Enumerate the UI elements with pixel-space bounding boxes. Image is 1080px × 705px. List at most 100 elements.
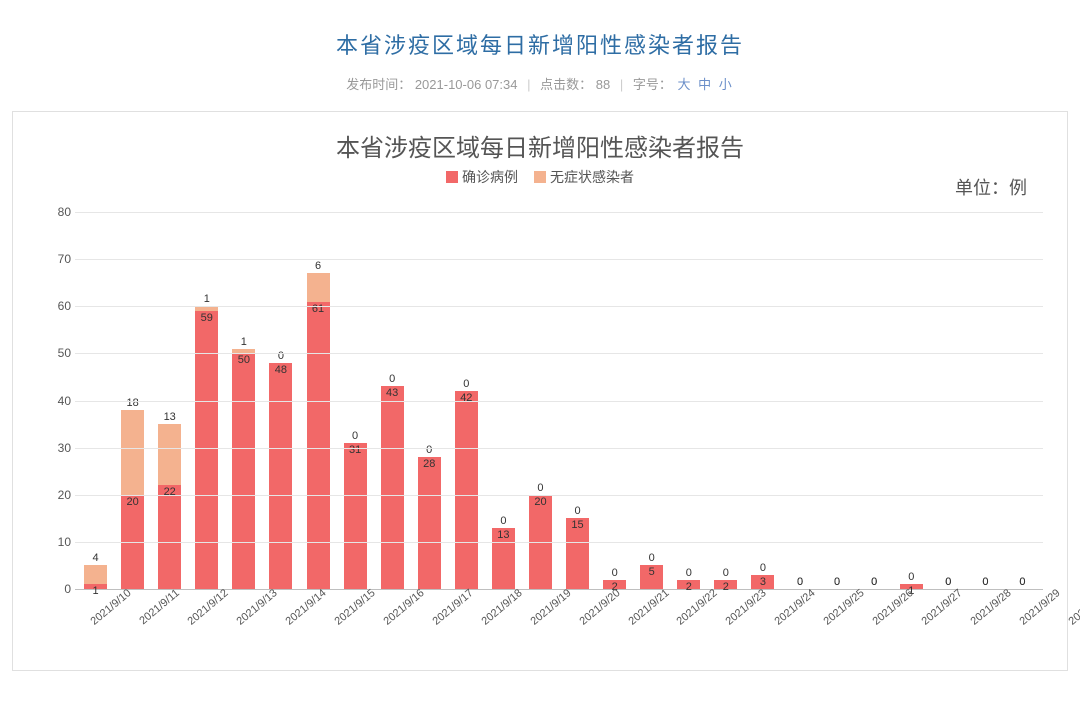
bar-segment-confirmed: 3 xyxy=(751,575,774,589)
page-title: 本省涉疫区域每日新增阳性感染者报告 xyxy=(0,0,1080,74)
bar-value-asympt: 0 xyxy=(789,577,812,588)
bar-value-asympt: 0 xyxy=(640,553,663,564)
bar-segment-confirmed: 5 xyxy=(640,565,663,589)
bar-value-asympt: 0 xyxy=(344,431,367,442)
bar-value-confirmed: 20 xyxy=(529,497,552,508)
bar-value-confirmed: 43 xyxy=(381,388,404,399)
bar-value-confirmed: 50 xyxy=(232,355,255,366)
legend-label: 确诊病例 xyxy=(462,167,518,187)
bar-value-asympt: 0 xyxy=(381,374,404,385)
bar-value-confirmed: 5 xyxy=(640,567,663,578)
fontsize-medium-link[interactable]: 中 xyxy=(698,77,711,92)
fontsize-small-link[interactable]: 小 xyxy=(719,77,732,92)
bar-value-asympt: 0 xyxy=(714,568,737,579)
gridline xyxy=(75,259,1043,260)
x-axis-labels: 2021/9/102021/9/112021/9/122021/9/132021… xyxy=(75,594,1043,664)
bar-value-asympt: 0 xyxy=(826,577,849,588)
meta-separator: | xyxy=(620,77,623,92)
bar-value-asympt: 1 xyxy=(232,337,255,348)
bar-segment-asympt: 18 xyxy=(121,410,144,495)
bar-value-asympt: 0 xyxy=(974,577,997,588)
bar-segment-confirmed: 28 xyxy=(418,457,441,589)
plot-area: 1420182213591501480616310430280420130200… xyxy=(75,212,1043,590)
y-tick-label: 30 xyxy=(41,441,71,455)
chart-unit: 单位：例 xyxy=(955,174,1027,200)
y-tick-label: 10 xyxy=(41,535,71,549)
bar-value-confirmed: 15 xyxy=(566,520,589,531)
bar-value-asympt: 0 xyxy=(529,483,552,494)
gridline xyxy=(75,401,1043,402)
bar-value-asympt: 0 xyxy=(455,379,478,390)
bar-segment-confirmed: 22 xyxy=(158,485,181,589)
gridline xyxy=(75,306,1043,307)
bar-segment-confirmed: 13 xyxy=(492,528,515,589)
meta-separator: | xyxy=(527,77,530,92)
bar-value-confirmed: 2 xyxy=(677,582,700,593)
bar-value-asympt: 0 xyxy=(1011,577,1034,588)
legend-swatch xyxy=(446,171,458,183)
legend-label: 无症状感染者 xyxy=(550,167,634,187)
chart-title: 本省涉疫区域每日新增阳性感染者报告 xyxy=(37,122,1043,163)
bar-segment-confirmed: 1 xyxy=(84,584,107,589)
bar-value-asympt: 0 xyxy=(603,568,626,579)
bar-segment-confirmed: 1 xyxy=(900,584,923,589)
bar-segment-asympt: 4 xyxy=(84,565,107,584)
gridline xyxy=(75,448,1043,449)
publish-label: 发布时间： xyxy=(346,77,411,92)
bar-value-confirmed: 31 xyxy=(344,445,367,456)
y-tick-label: 20 xyxy=(41,488,71,502)
bar-segment-confirmed: 43 xyxy=(381,386,404,589)
publish-time: 2021-10-06 07:34 xyxy=(415,77,518,92)
bar-segment-confirmed: 61 xyxy=(307,302,330,589)
legend-swatch xyxy=(534,171,546,183)
bar-value-confirmed: 3 xyxy=(751,577,774,588)
bar-value-confirmed: 28 xyxy=(418,459,441,470)
bar-value-asympt: 4 xyxy=(84,553,107,564)
y-tick-label: 0 xyxy=(41,582,71,596)
y-tick-label: 40 xyxy=(41,394,71,408)
bar-segment-confirmed: 48 xyxy=(269,363,292,589)
bar-segment-confirmed: 31 xyxy=(344,443,367,589)
bar-segment-asympt: 13 xyxy=(158,424,181,485)
bar-segment-confirmed: 50 xyxy=(232,353,255,589)
bar-value-asympt: 0 xyxy=(751,563,774,574)
bar-value-confirmed: 13 xyxy=(492,530,515,541)
bar-value-asympt: 0 xyxy=(566,506,589,517)
bar-value-confirmed: 59 xyxy=(195,313,218,324)
hits-label: 点击数： xyxy=(540,77,592,92)
bar-value-confirmed: 48 xyxy=(269,365,292,376)
bar-value-confirmed: 61 xyxy=(307,304,330,315)
y-tick-label: 70 xyxy=(41,252,71,266)
hits-value: 88 xyxy=(596,77,610,92)
bar-value-confirmed: 22 xyxy=(158,487,181,498)
fontsize-large-link[interactable]: 大 xyxy=(678,77,691,92)
gridline xyxy=(75,495,1043,496)
bar-segment-asympt: 6 xyxy=(307,273,330,301)
bar-segment-confirmed: 2 xyxy=(714,580,737,589)
bar-value-asympt: 6 xyxy=(307,261,330,272)
bar-segment-confirmed: 42 xyxy=(455,391,478,589)
y-tick-label: 50 xyxy=(41,346,71,360)
bar-value-confirmed: 20 xyxy=(121,497,144,508)
fontsize-label: 字号： xyxy=(633,77,672,92)
y-tick-label: 80 xyxy=(41,205,71,219)
gridline xyxy=(75,542,1043,543)
legend-item-confirmed: 确诊病例 xyxy=(446,167,518,187)
y-tick-label: 60 xyxy=(41,299,71,313)
bar-value-asympt: 1 xyxy=(195,294,218,305)
bar-value-confirmed: 2 xyxy=(714,582,737,593)
legend-item-asympt: 无症状感染者 xyxy=(534,167,634,187)
gridline xyxy=(75,353,1043,354)
gridline xyxy=(75,212,1043,213)
chart-legend: 确诊病例 无症状感染者 xyxy=(37,167,1043,187)
bar-value-asympt: 0 xyxy=(492,516,515,527)
bar-value-confirmed: 42 xyxy=(455,393,478,404)
bar-segment-confirmed: 2 xyxy=(677,580,700,589)
bar-value-asympt: 0 xyxy=(863,577,886,588)
chart-container: 本省涉疫区域每日新增阳性感染者报告 确诊病例无症状感染者 单位：例 142018… xyxy=(12,111,1068,671)
bar-value-asympt: 0 xyxy=(677,568,700,579)
bar-segment-confirmed: 15 xyxy=(566,518,589,589)
bar-value-asympt: 13 xyxy=(158,412,181,423)
bar-value-asympt: 0 xyxy=(900,572,923,583)
page-meta: 发布时间： 2021-10-06 07:34 | 点击数： 88 | 字号： 大… xyxy=(0,74,1080,111)
